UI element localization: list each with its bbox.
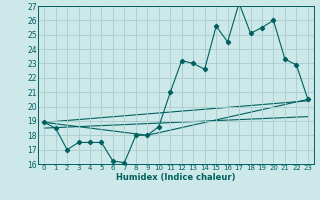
X-axis label: Humidex (Indice chaleur): Humidex (Indice chaleur) [116, 173, 236, 182]
